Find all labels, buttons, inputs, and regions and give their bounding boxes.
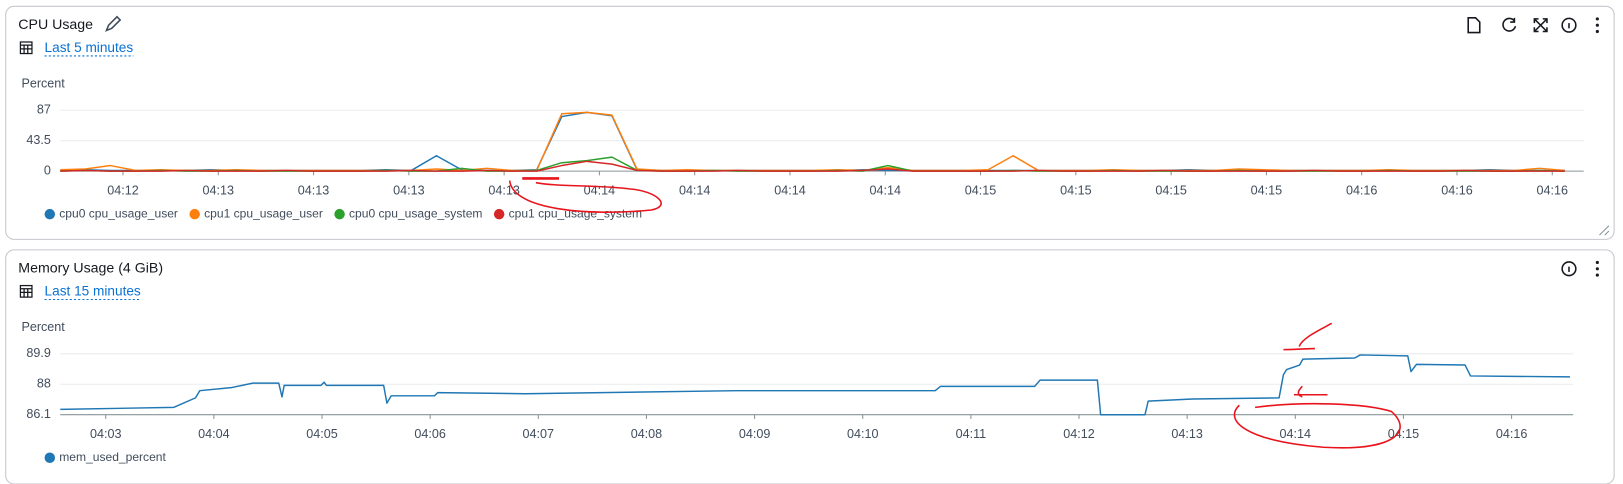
legend-marker [189,208,200,220]
x-tick-label: 04:12 [1063,427,1094,441]
x-tick-label: 04:14 [774,183,805,197]
legend-marker [44,452,56,464]
info-icon[interactable] [1561,17,1577,33]
legend-label: cpu1 cpu_usage_system [509,206,642,220]
plots: 0 43.5 87 04:12 04:13 04:13 04:13 04:13 04:14 04:… [26,55,1584,464]
x-tick-label: 04:15 [1251,183,1282,197]
x-tick-label: 04:14 [679,183,710,197]
x-tick-label: 04:15 [965,183,996,197]
x-tick-label: 04:13 [298,183,329,197]
x-tick-label: 04:04 [198,427,229,441]
x-tick-label: 04:15 [1388,427,1419,441]
legend-marker [493,208,505,220]
x-tick-label: 04:13 [1171,427,1202,441]
edit-icon[interactable] [105,15,122,32]
calendar-icon [19,41,33,55]
x-tick-label: 04:16 [1346,183,1377,197]
x-tick-label: 04:16 [1537,183,1568,197]
x-tick-label: 04:05 [306,427,337,441]
legend-label: cpu0 cpu_usage_user [59,206,178,220]
x-tick-label: 04:13 [488,183,519,197]
chart-title: Memory Usage (4 GiB) [18,261,163,277]
time-range[interactable]: Last 5 minutes [45,40,134,55]
x-tick-label: 04:11 [956,427,987,441]
x-tick-label: 04:10 [847,427,878,441]
menu-icon[interactable] [1595,260,1599,277]
x-tick-label: 04:08 [631,427,662,441]
export-icon[interactable] [1467,17,1481,34]
x-tick-label: 04:15 [1060,183,1091,197]
x-tick-label: 04:07 [523,427,554,441]
x-tick-label: 04:16 [1441,183,1472,197]
resize-handle[interactable] [1599,225,1610,236]
series-line [60,354,1570,416]
y-tick-label: 86.1 [26,407,50,421]
legend-label: cpu1 cpu_usage_user [204,206,323,220]
y-axis-label: Percent [21,76,65,90]
x-tick-label: 04:03 [90,427,121,441]
annotations [508,177,1401,449]
x-tick-label: 04:13 [203,183,234,197]
x-tick-label: 04:16 [1496,427,1527,441]
x-tick-label: 04:15 [1155,183,1186,197]
time-range[interactable]: Last 15 minutes [45,283,141,298]
y-tick-label: 89.9 [26,346,50,360]
annotation-arrow [1293,385,1328,398]
series-line [60,160,1565,172]
y-tick-label: 87 [37,103,51,117]
x-tick-label: 04:13 [393,183,424,197]
panel [5,249,1615,484]
x-tick-label: 04:09 [739,427,770,441]
info-icon[interactable] [1561,261,1577,277]
y-tick-label: 0 [44,163,51,177]
chart-title: CPU Usage [18,17,93,33]
x-tick-label: 04:14 [1280,427,1311,441]
calendar-icon [19,284,33,298]
legend-label: cpu0 cpu_usage_system [349,206,482,220]
x-tick-label: 04:06 [414,427,445,441]
y-axis-label: Percent [21,320,65,334]
menu-icon[interactable] [1595,17,1599,34]
x-tick-label: 04:14 [870,183,901,197]
legend-label: mem_used_percent [59,450,166,464]
refresh-icon[interactable] [1502,17,1517,32]
annotation-circle [1233,402,1401,449]
expand-icon[interactable] [1533,18,1548,33]
y-tick-label: 88 [37,377,51,391]
x-tick-label: 04:12 [107,183,138,197]
annotation-circle [508,180,662,213]
y-tick-label: 43.5 [26,133,50,147]
annotation-arrow [1283,322,1333,351]
legend-marker [44,208,56,220]
panel [5,5,1615,240]
legend-marker [334,208,345,220]
